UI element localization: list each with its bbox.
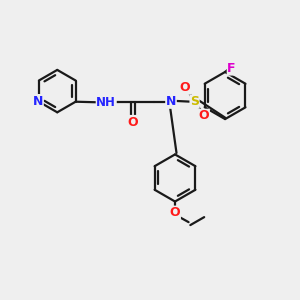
- Text: O: O: [128, 116, 138, 128]
- Text: O: O: [199, 109, 209, 122]
- Text: S: S: [190, 95, 199, 108]
- Text: NH: NH: [96, 96, 116, 109]
- Text: F: F: [227, 62, 236, 75]
- Text: O: O: [180, 81, 190, 94]
- Text: N: N: [166, 95, 176, 108]
- Text: O: O: [170, 206, 180, 219]
- Text: N: N: [33, 94, 43, 108]
